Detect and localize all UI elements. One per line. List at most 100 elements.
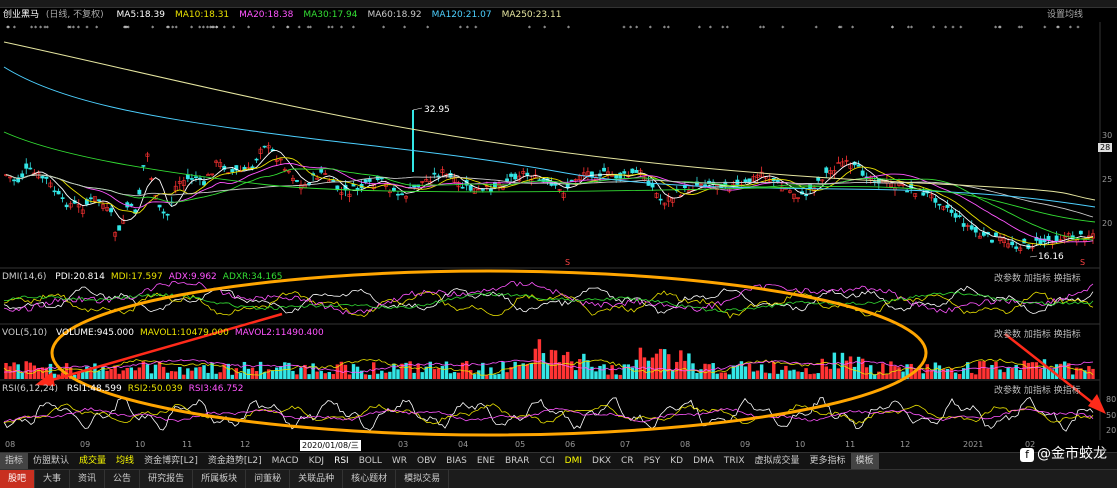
candle-body xyxy=(824,167,829,173)
volume-bar xyxy=(481,362,485,379)
bottom-tab[interactable]: 关联品种 xyxy=(290,470,344,488)
indicator-tab[interactable]: DMI xyxy=(564,456,583,466)
indicator-tab[interactable]: 虚拟成交量 xyxy=(754,456,800,466)
bottom-tab[interactable]: 公告 xyxy=(105,470,141,488)
indicator-tab[interactable]: DMA xyxy=(693,456,714,466)
settings-ma-button[interactable]: 设置均线 xyxy=(1046,10,1083,20)
candle-body xyxy=(1062,236,1067,239)
volume-bar xyxy=(1010,368,1014,379)
signal-marker: * xyxy=(838,25,841,32)
indicator-tab[interactable]: DKX xyxy=(592,456,612,466)
sell-marker: S xyxy=(1080,258,1085,267)
indicator-tab[interactable]: RSI xyxy=(334,456,349,466)
bottom-tab[interactable]: 研究报告 xyxy=(140,470,194,488)
indicator-tab[interactable]: CR xyxy=(621,456,634,466)
indicator-tab[interactable]: OBV xyxy=(417,456,437,466)
volume-bar xyxy=(957,373,962,379)
bottom-tab[interactable]: 大事 xyxy=(35,470,71,488)
volume-bar xyxy=(671,369,675,379)
candle-body xyxy=(961,223,966,227)
ma-item-1: MA10:18.31 xyxy=(174,10,230,20)
signal-marker: * xyxy=(95,25,98,32)
signal-marker: * xyxy=(459,25,462,32)
signal-marker: * xyxy=(272,25,275,32)
indicator-tab[interactable]: BRAR xyxy=(504,456,530,466)
indicator-tab[interactable]: 模板 xyxy=(850,453,879,469)
candle-body xyxy=(44,176,49,179)
vol-add-indicator[interactable]: 加指标 xyxy=(1023,330,1051,340)
bottom-tab[interactable]: 股吧 xyxy=(0,470,36,488)
bottom-tab[interactable]: 问董秘 xyxy=(246,470,291,488)
dmi-edit-param[interactable]: 改参数 xyxy=(994,274,1022,284)
indicator-tab[interactable]: 资金趋势[L2] xyxy=(207,456,262,466)
signal-marker: * xyxy=(649,25,652,32)
candle-body xyxy=(828,170,833,175)
volume-bar xyxy=(553,350,558,379)
bottom-tab[interactable]: 资讯 xyxy=(70,470,106,488)
signal-marker: * xyxy=(215,25,218,32)
volume-bar xyxy=(44,367,49,379)
indicator-tab[interactable]: 更多指标 xyxy=(809,456,846,466)
volume-bar xyxy=(602,364,606,379)
volume-bar xyxy=(763,372,768,379)
candle-body xyxy=(432,172,437,175)
indicator-tab[interactable]: 资金博弈[L2] xyxy=(144,456,198,466)
signal-marker: * xyxy=(403,25,406,32)
x-tick-label: 09 xyxy=(80,440,91,449)
signal-marker: * xyxy=(209,25,212,32)
signal-marker: * xyxy=(466,25,469,32)
volume-bar xyxy=(630,367,635,379)
dmi-add-indicator[interactable]: 加指标 xyxy=(1023,274,1051,284)
annotation-arrow-right xyxy=(1004,333,1099,408)
volume-bar xyxy=(145,364,150,379)
indicator-tab[interactable]: MACD xyxy=(271,456,299,466)
bottom-tab[interactable]: 核心题材 xyxy=(343,470,397,488)
indicator-tab[interactable]: TRIX xyxy=(723,456,745,466)
volume-bar xyxy=(125,367,129,379)
volume-bar xyxy=(622,364,626,379)
candle-body xyxy=(792,193,796,199)
signal-marker: * xyxy=(721,25,724,32)
candle-body xyxy=(856,164,861,167)
rsi-values: RSI1:48.599 RSI2:50.039 RSI3:46.752 xyxy=(61,384,244,394)
indicator-tab[interactable]: BOLL xyxy=(358,456,382,466)
volume-bar xyxy=(897,367,901,379)
signal-marker: * xyxy=(309,25,312,32)
main-ytick-30: 30 xyxy=(1102,131,1113,140)
volume-bar xyxy=(355,366,360,379)
indicator-tab[interactable]: 成交量 xyxy=(79,456,107,466)
indicator-tab[interactable]: KDJ xyxy=(308,456,325,466)
indicator-tab[interactable]: BIAS xyxy=(446,456,467,466)
rsi-add-indicator[interactable]: 加指标 xyxy=(1023,386,1051,396)
volume-bar xyxy=(545,363,550,379)
bottom-tab[interactable]: 模拟交易 xyxy=(396,470,450,488)
indicator-tab[interactable]: 仿盟默认 xyxy=(33,456,70,466)
indicator-tab[interactable]: PSY xyxy=(643,456,661,466)
indicator-tab[interactable]: 指标 xyxy=(0,453,29,469)
volume-bar xyxy=(666,354,671,379)
volume-bar xyxy=(982,361,986,379)
bottom-tab[interactable]: 所属板块 xyxy=(193,470,247,488)
candle-body xyxy=(117,225,122,231)
indicator-tab[interactable]: WR xyxy=(391,456,407,466)
rsi-edit-param[interactable]: 改参数 xyxy=(994,386,1022,396)
candle-body xyxy=(816,177,821,181)
volume-bar xyxy=(1083,370,1087,379)
indicator-tab[interactable]: CCI xyxy=(539,456,555,466)
vol-edit-param[interactable]: 改参数 xyxy=(994,330,1022,340)
candle-body xyxy=(525,172,530,176)
candle-body xyxy=(440,169,445,173)
signal-marker: * xyxy=(175,25,178,32)
indicator-tab[interactable]: KD xyxy=(670,456,684,466)
vol-swap-indicator[interactable]: 换指标 xyxy=(1053,330,1081,340)
candle-body xyxy=(392,187,396,191)
indicator-tab[interactable]: ENE xyxy=(476,456,495,466)
candle-body xyxy=(181,180,186,186)
rsi-swap-indicator[interactable]: 换指标 xyxy=(1053,386,1081,396)
volume-bar xyxy=(141,361,146,379)
candle-body xyxy=(80,209,85,214)
volume-bar xyxy=(864,367,869,379)
indicator-tab[interactable]: 均线 xyxy=(116,456,135,466)
dmi-swap-indicator[interactable]: 换指标 xyxy=(1053,274,1081,284)
stock-chart[interactable]: * *** * ** ** * *** ** *** * ** ** ** **** *** **** * ** *… xyxy=(0,22,1117,440)
